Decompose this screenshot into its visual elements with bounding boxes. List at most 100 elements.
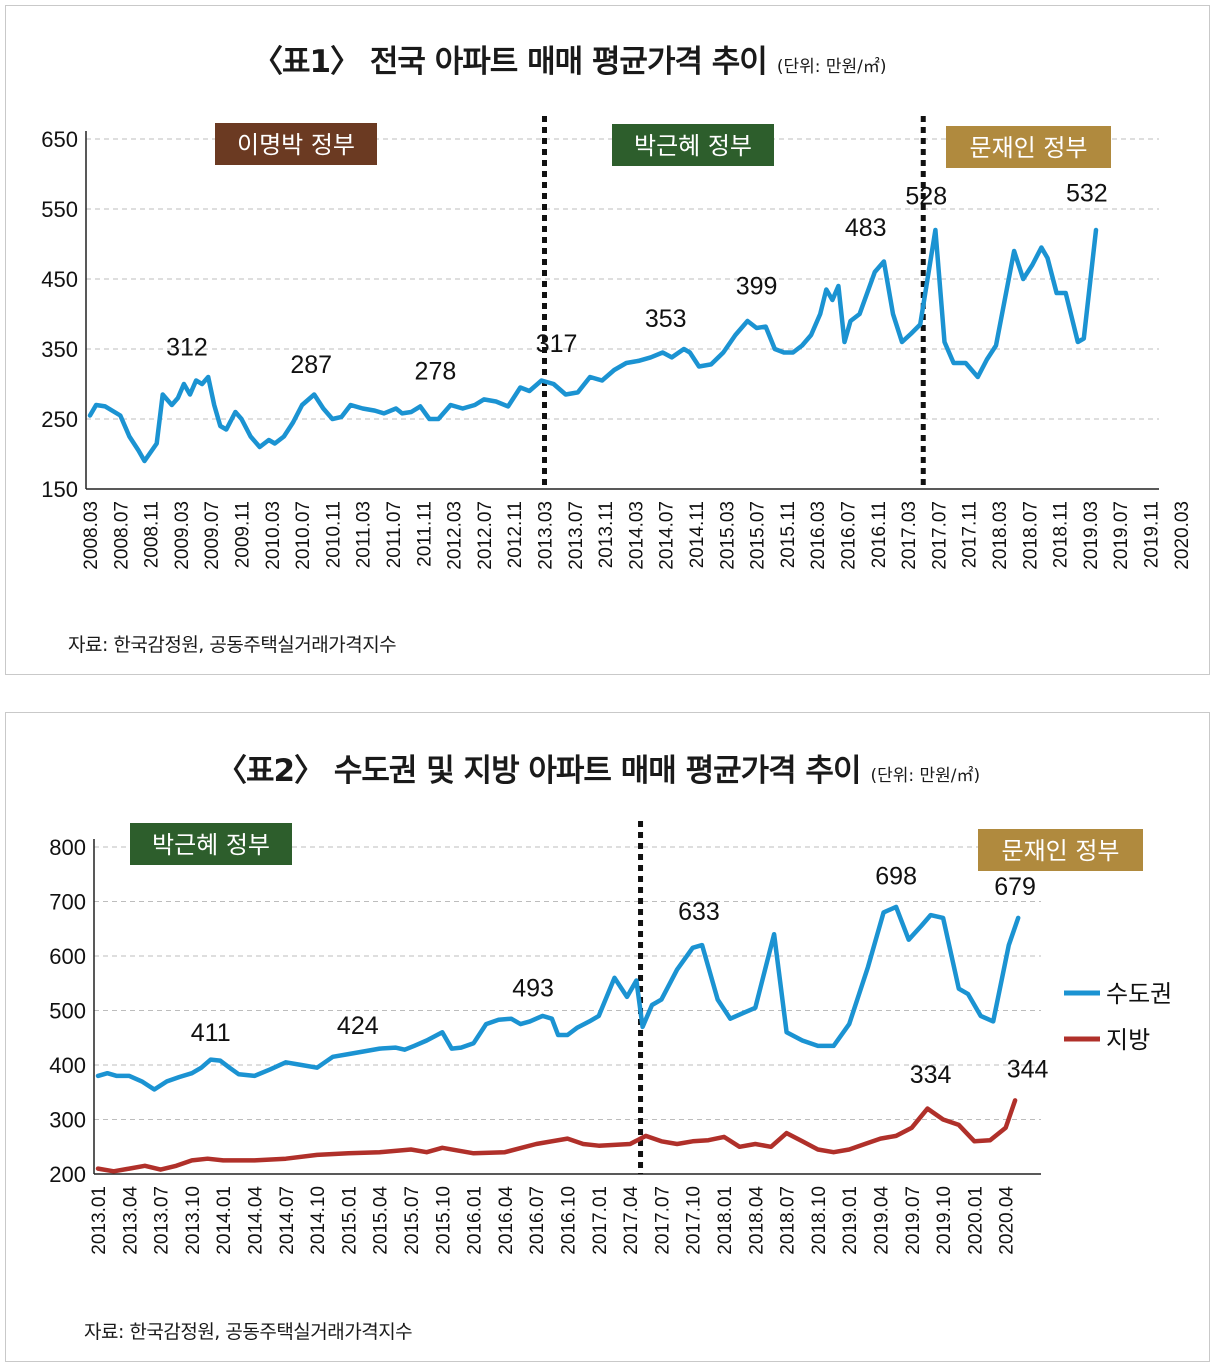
chart2-plot: 200 300 400 500 600 700 800 2013.01 2013.04 2013.… [49, 821, 1172, 1255]
data-label: 344 [1007, 1056, 1049, 1084]
x-tick-label: 2012.03 [445, 501, 466, 570]
y-tick-label: 450 [41, 267, 78, 292]
series-line [95, 904, 1021, 1092]
x-tick-label: 2015.07 [748, 501, 769, 570]
chart1-title-block: 〈표1〉 전국 아파트 매매 평균가격 추이 (단위: 만원/㎡) [252, 36, 887, 81]
series-line [87, 227, 1099, 464]
x-tick-label: 2018.04 [746, 1186, 767, 1255]
x-tick-label: 2013.11 [596, 501, 617, 568]
x-tick-label: 2013.07 [566, 501, 587, 570]
x-tick-label: 2009.07 [202, 501, 223, 570]
legend-label: 지방 [1106, 1026, 1150, 1054]
data-label: 353 [645, 305, 687, 333]
x-tick-label: 2018.01 [715, 1186, 736, 1255]
x-tick-label: 2015.11 [778, 501, 799, 568]
x-tick-label: 2013.04 [120, 1186, 141, 1255]
y-tick-label: 200 [49, 1162, 86, 1187]
x-tick-label: 2020.04 [997, 1186, 1018, 1255]
x-tick-label: 2015.01 [339, 1186, 360, 1255]
x-tick-label: 2016.03 [808, 501, 829, 570]
x-tick-label: 2010.03 [263, 501, 284, 570]
x-tick-label: 2020.01 [965, 1186, 986, 1255]
x-tick-label: 2019.07 [1111, 501, 1132, 570]
data-label: 317 [536, 330, 578, 358]
x-tick-label: 2014.10 [308, 1186, 329, 1255]
x-tick-label: 2010.07 [293, 501, 314, 570]
x-tick-label: 2017.07 [929, 501, 950, 570]
x-tick-label: 2020.03 [1172, 501, 1193, 570]
x-tick-label: 2016.07 [527, 1186, 548, 1255]
data-label: 399 [736, 273, 778, 301]
chart2-source: 자료: 한국감정원, 공동주택실거래가격지수 [84, 1321, 413, 1343]
x-tick-label: 2016.10 [559, 1186, 580, 1255]
y-tick-label: 500 [49, 999, 86, 1024]
x-tick-label: 2014.03 [626, 501, 647, 570]
x-tick-label: 2019.03 [1081, 501, 1102, 570]
y-tick-label: 250 [41, 407, 78, 432]
era-label: 박근혜 정부 [634, 132, 752, 160]
x-tick-label: 2018.07 [1020, 501, 1041, 570]
x-tick-label: 2019.01 [840, 1186, 861, 1255]
y-tick-label: 300 [49, 1108, 86, 1133]
era-label-box [215, 123, 377, 165]
x-tick-label: 2013.07 [152, 1186, 173, 1255]
y-tick-label: 800 [49, 835, 86, 860]
y-tick-label: 150 [41, 477, 78, 502]
x-tick-label: 2014.07 [657, 501, 678, 570]
x-tick-label: 2017.07 [652, 1186, 673, 1255]
x-tick-label: 2012.11 [505, 501, 526, 568]
chart2-title-block: 〈표2〉 수도권 및 지방 아파트 매매 평균가격 추이 (단위: 만원/㎡) [216, 745, 980, 790]
x-tick-label: 2019.11 [1142, 501, 1163, 568]
era-label: 문재인 정부 [1001, 837, 1119, 865]
data-label: 334 [910, 1061, 952, 1089]
chart1-plot: 150 250 350 450 550 650 2008.03 2008.07 2008.11 2… [41, 116, 1193, 570]
y-tick-label: 700 [49, 890, 86, 915]
x-tick-label: 2015.10 [433, 1186, 454, 1255]
era-label-box [946, 126, 1111, 168]
data-label: 633 [678, 898, 720, 926]
era-label: 이명박 정부 [237, 131, 355, 159]
x-tick-label: 2014.04 [246, 1186, 267, 1255]
x-tick-label: 2011.03 [354, 501, 375, 568]
x-tick-label: 2016.07 [839, 501, 860, 570]
data-label: 698 [875, 863, 917, 891]
chart1-panel: 〈표1〉 전국 아파트 매매 평균가격 추이 (단위: 만원/㎡) 150 250 3… [5, 5, 1210, 675]
chart1-title: 〈표1〉 전국 아파트 매매 평균가격 추이 [252, 44, 768, 80]
x-tick-label: 2015.07 [402, 1186, 423, 1255]
x-tick-label: 2019.10 [934, 1186, 955, 1255]
chart2-panel: 〈표2〉 수도권 및 지방 아파트 매매 평균가격 추이 (단위: 만원/㎡) 2… [5, 712, 1210, 1362]
data-label: 424 [337, 1012, 379, 1040]
x-tick-label: 2017.04 [621, 1186, 642, 1255]
x-tick-label: 2017.10 [684, 1186, 705, 1255]
chart2-title: 〈표2〉 수도권 및 지방 아파트 매매 평균가격 추이 [216, 753, 861, 789]
x-tick-label: 2013.03 [536, 501, 557, 570]
y-tick-label: 600 [49, 944, 86, 969]
data-label: 278 [415, 357, 457, 385]
x-tick-label: 2009.03 [172, 501, 193, 570]
era-label: 박근혜 정부 [152, 831, 270, 859]
x-tick-label: 2009.11 [233, 501, 254, 568]
x-tick-label: 2016.11 [869, 501, 890, 568]
era-label-box [612, 124, 774, 166]
x-tick-label: 2017.03 [899, 501, 920, 570]
x-tick-label: 2017.11 [960, 501, 981, 568]
x-tick-label: 2018.10 [809, 1186, 830, 1255]
y-tick-label: 650 [41, 127, 78, 152]
x-tick-label: 2019.04 [872, 1186, 893, 1255]
x-tick-label: 2010.11 [323, 501, 344, 568]
chart1-source: 자료: 한국감정원, 공동주택실거래가격지수 [68, 634, 397, 656]
x-tick-label: 2015.03 [717, 501, 738, 570]
era-label: 문재인 정부 [969, 134, 1087, 162]
era-label-box [130, 823, 292, 865]
x-tick-label: 2015.04 [371, 1186, 392, 1255]
data-label: 679 [994, 873, 1036, 901]
x-tick-label: 2013.10 [183, 1186, 204, 1255]
data-label: 532 [1066, 180, 1108, 208]
x-tick-label: 2014.01 [214, 1186, 235, 1255]
data-label: 312 [166, 334, 208, 362]
era-label-box [978, 829, 1143, 871]
x-tick-label: 2008.11 [142, 501, 163, 568]
x-tick-label: 2012.07 [475, 501, 496, 570]
x-tick-label: 2018.03 [990, 501, 1011, 570]
x-tick-label: 2017.01 [590, 1186, 611, 1255]
